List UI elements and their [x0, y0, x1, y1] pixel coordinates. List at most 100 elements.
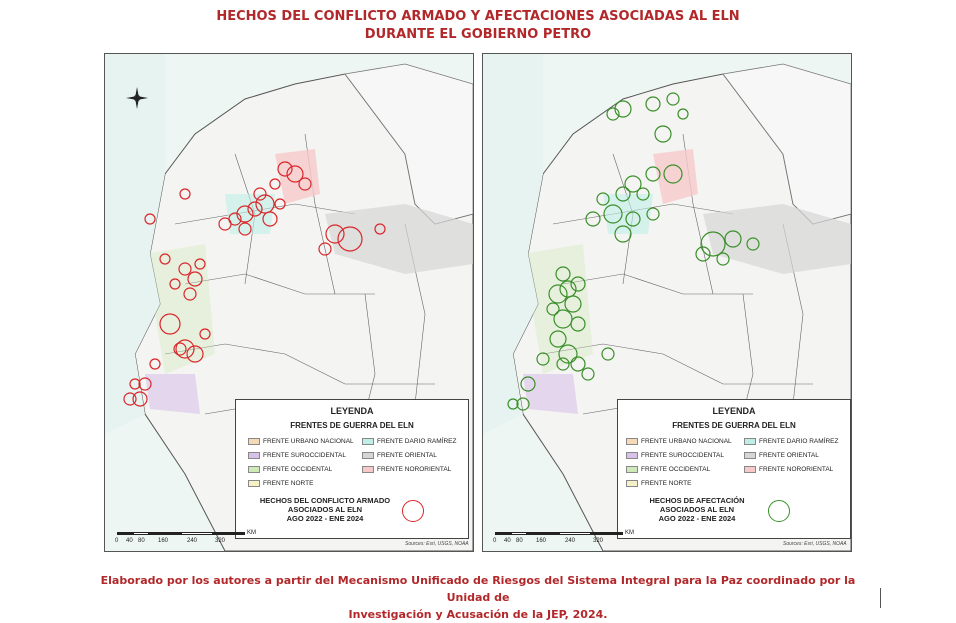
right-event-circles — [507, 92, 760, 411]
conflict-event-marker — [199, 328, 211, 340]
conflict-event-marker — [173, 342, 187, 356]
afectacion-event-marker — [570, 276, 586, 292]
conflict-event-marker — [318, 242, 332, 256]
title-line-1: HECHOS DEL CONFLICTO ARMADO Y AFECTACION… — [216, 9, 740, 24]
afectacion-event-marker — [625, 211, 641, 227]
scale-label-40: 40 — [504, 538, 511, 544]
afectacion-event-marker — [516, 397, 530, 411]
compass-rose-icon — [126, 87, 148, 109]
swatch-dario — [744, 438, 756, 445]
conflict-event-marker — [298, 177, 312, 191]
right-map-panel: LEYENDA FRENTES DE GUERRA DEL ELN FRENTE… — [482, 53, 852, 552]
swatch-norte — [248, 480, 260, 487]
conflict-event-marker — [253, 187, 267, 201]
left-event-circles — [123, 161, 386, 407]
scale-unit: KM — [247, 530, 256, 536]
afectacion-event-marker — [581, 367, 595, 381]
legend-event-circle-green — [768, 500, 790, 522]
afectacion-event-marker — [615, 186, 631, 202]
conflict-event-marker — [129, 378, 141, 390]
scale-bar-seg-1 — [495, 532, 511, 535]
legend-title: LEYENDA — [712, 406, 756, 416]
afectacion-event-marker — [549, 330, 567, 348]
afectacion-event-marker — [614, 100, 632, 118]
scale-label-0: 0 — [493, 538, 497, 544]
scale-label-0: 0 — [115, 538, 119, 544]
scale-label-320: 320 — [593, 538, 604, 544]
scale-bar-seg-4 — [559, 532, 591, 535]
frente-occidental-area — [145, 244, 215, 374]
scale-label-240: 240 — [565, 538, 576, 544]
conflict-event-marker — [169, 278, 181, 290]
afectacion-event-marker — [746, 237, 760, 251]
scale-label-160: 160 — [158, 538, 169, 544]
afectacion-event-marker — [570, 316, 586, 332]
scale-label-80: 80 — [138, 538, 145, 544]
conflict-event-marker — [149, 358, 161, 370]
afectacion-event-marker — [548, 284, 568, 304]
legend-item-suroccidental: FRENTE SUROCCIDENTAL — [248, 452, 346, 459]
scale-bar-seg-2 — [511, 532, 527, 535]
conflict-event-marker — [159, 313, 181, 335]
legend-subtitle: FRENTES DE GUERRA DEL ELN — [672, 421, 796, 430]
conflict-event-marker — [186, 345, 204, 363]
afectacion-event-marker — [716, 252, 730, 266]
afectacion-event-marker — [556, 357, 570, 371]
afectacion-event-marker — [666, 92, 680, 106]
conflict-event-marker — [277, 161, 293, 177]
afectacion-event-marker — [695, 246, 711, 262]
footer-line-2: Investigación y Acusación de la JEP, 202… — [348, 608, 608, 621]
legend-item-norte: FRENTE NORTE — [248, 480, 313, 487]
swatch-norte — [626, 480, 638, 487]
scale-bar-seg-3 — [527, 532, 559, 535]
footer-line-1: Elaborado por los autores a partir del M… — [100, 574, 856, 604]
frente-suroccidental-area — [145, 374, 200, 414]
afectacion-event-marker — [645, 96, 661, 112]
conflict-event-marker — [138, 377, 152, 391]
conflict-event-marker — [274, 198, 286, 210]
scale-label-40: 40 — [126, 538, 133, 544]
scale-bar-seg-4 — [181, 532, 213, 535]
conflict-event-marker — [286, 165, 304, 183]
legend-item-urbano: FRENTE URBANO NACIONAL — [248, 438, 354, 445]
afectacion-event-marker — [507, 398, 519, 410]
scale-label-160: 160 — [536, 538, 547, 544]
sea-right — [483, 54, 543, 434]
frente-nororiental-area — [275, 149, 320, 204]
scale-bar-seg-3 — [149, 532, 181, 535]
conflict-event-marker — [194, 258, 206, 270]
afectacion-event-marker — [558, 344, 578, 364]
afectacion-event-marker — [585, 211, 601, 227]
legend-title: LEYENDA — [330, 406, 374, 416]
afectacion-event-marker — [555, 266, 571, 282]
afectacion-event-marker — [603, 204, 623, 224]
frente-nororiental-area — [653, 149, 698, 204]
legend-item-urbano: FRENTE URBANO NACIONAL — [626, 438, 732, 445]
swatch-suroccidental — [248, 452, 260, 459]
frente-occidental-area — [523, 244, 593, 374]
afectacion-event-marker — [677, 108, 689, 120]
conflict-event-marker — [178, 262, 192, 276]
legend-subtitle: FRENTES DE GUERRA DEL ELN — [290, 421, 414, 430]
scale-bar-seg-5 — [213, 532, 245, 535]
left-legend: LEYENDA FRENTES DE GUERRA DEL ELN FRENTE… — [235, 399, 469, 539]
sea-left — [105, 54, 165, 434]
swatch-oriental — [744, 452, 756, 459]
scale-bar-seg-2 — [133, 532, 149, 535]
conflict-event-marker — [255, 194, 275, 214]
afectacion-event-marker — [614, 225, 632, 243]
conflict-event-marker — [337, 226, 363, 252]
text-cursor — [880, 588, 881, 608]
map-source: Sources: Esri, USGS, NOAA — [405, 541, 469, 547]
afectacion-event-marker — [646, 207, 660, 221]
conflict-event-marker — [183, 287, 197, 301]
legend-item-dario: FRENTE DARIO RAMÍREZ — [744, 438, 838, 445]
afectacion-event-marker — [564, 295, 582, 313]
legend-item-norte: FRENTE NORTE — [626, 480, 691, 487]
legend-item-suroccidental: FRENTE SUROCCIDENTAL — [626, 452, 724, 459]
conflict-event-marker — [325, 224, 345, 244]
afectacion-event-marker — [654, 125, 672, 143]
swatch-occidental — [248, 466, 260, 473]
afectacion-event-marker — [601, 347, 615, 361]
afectacion-event-marker — [570, 356, 586, 372]
